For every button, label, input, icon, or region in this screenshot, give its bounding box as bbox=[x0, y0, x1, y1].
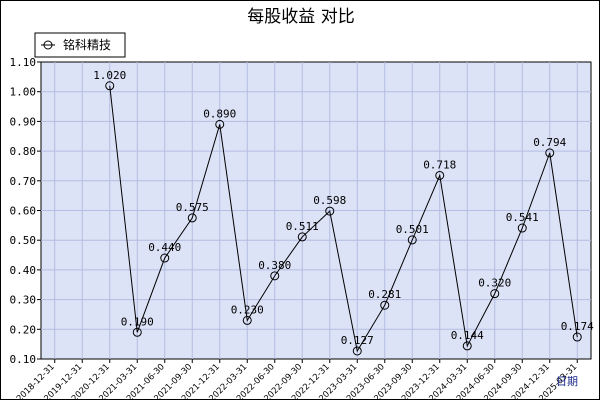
data-point bbox=[517, 223, 527, 233]
data-label: 0.144 bbox=[451, 329, 484, 342]
data-point bbox=[215, 119, 225, 129]
data-point bbox=[325, 206, 335, 216]
data-label: 0.718 bbox=[423, 158, 456, 171]
data-label: 0.281 bbox=[368, 288, 401, 301]
y-tick-label: 0.90 bbox=[10, 115, 37, 128]
data-label: 0.320 bbox=[478, 277, 511, 290]
data-label: 0.511 bbox=[286, 220, 319, 233]
data-point bbox=[462, 341, 472, 351]
data-point bbox=[132, 327, 142, 337]
series-layer bbox=[105, 81, 582, 356]
data-point bbox=[352, 346, 362, 356]
y-tick-label: 0.60 bbox=[10, 205, 37, 218]
data-point bbox=[270, 271, 280, 281]
data-label: 0.190 bbox=[121, 315, 154, 328]
y-tick-label: 1.00 bbox=[10, 86, 37, 99]
legend-marker-swatch bbox=[43, 40, 53, 50]
data-point bbox=[242, 315, 252, 325]
gridlines bbox=[41, 62, 591, 359]
legend: 铭科精技 bbox=[34, 32, 126, 58]
data-label: 0.440 bbox=[148, 241, 181, 254]
data-point bbox=[572, 332, 582, 342]
y-tick-label: 0.40 bbox=[10, 264, 37, 277]
y-tick-label: 0.30 bbox=[10, 294, 37, 307]
y-tick-label: 0.10 bbox=[10, 353, 37, 366]
data-point bbox=[545, 148, 555, 158]
data-label: 0.575 bbox=[176, 201, 209, 214]
series-line bbox=[109, 85, 578, 353]
data-label: 0.541 bbox=[506, 211, 539, 224]
data-point bbox=[105, 81, 115, 91]
data-point bbox=[435, 170, 445, 180]
chart-title: 每股收益 对比 bbox=[247, 7, 354, 27]
data-labels: 1.020 0.190 0.440 0.575 0.890 0.230 0.380 0.511… bbox=[93, 69, 594, 347]
x-axis: 2018-12-312019-12-312020-12-312021-03-31… bbox=[15, 359, 579, 399]
data-label: 0.598 bbox=[313, 194, 346, 207]
data-point bbox=[490, 289, 500, 299]
y-tick-label: 0.80 bbox=[10, 145, 37, 158]
x-axis-label: 日期 bbox=[556, 375, 578, 388]
y-axis: 0.10 0.20 0.30 0.40 0.50 0.60 0.70 0.80 0.90 1.00… bbox=[10, 56, 41, 366]
data-point bbox=[407, 235, 417, 245]
data-point bbox=[380, 300, 390, 310]
data-label: 1.020 bbox=[93, 69, 126, 82]
y-tick-label: 0.20 bbox=[10, 323, 37, 336]
data-point bbox=[187, 213, 197, 223]
data-point bbox=[297, 232, 307, 242]
data-label: 0.230 bbox=[231, 303, 264, 316]
data-label: 0.890 bbox=[203, 107, 236, 120]
legend-label: 铭科精技 bbox=[63, 37, 111, 52]
data-label: 0.174 bbox=[561, 320, 594, 333]
data-label: 0.127 bbox=[341, 334, 374, 347]
data-point bbox=[160, 253, 170, 263]
y-tick-label: 0.70 bbox=[10, 175, 37, 188]
y-tick-label: 1.10 bbox=[10, 56, 37, 69]
data-label: 0.380 bbox=[258, 259, 291, 272]
data-label: 0.501 bbox=[396, 223, 429, 236]
data-label: 0.794 bbox=[533, 136, 566, 149]
y-tick-label: 0.50 bbox=[10, 234, 37, 247]
